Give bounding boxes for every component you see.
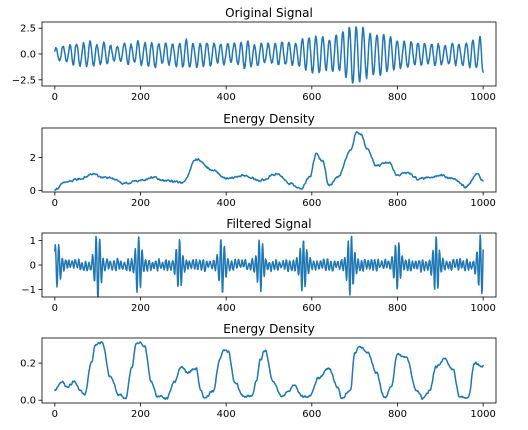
y-tick-label: 0 [30, 261, 36, 272]
x-tick-label: 800 [388, 92, 407, 103]
x-tick-label: 400 [217, 92, 236, 103]
x-tick-label: 600 [302, 92, 321, 103]
subplot-title: Filtered Signal [226, 217, 311, 231]
y-tick-label: −2.5 [12, 75, 36, 86]
subplot-title: Energy Density [223, 112, 314, 126]
y-tick-label: 0.2 [20, 359, 36, 370]
x-tick-label: 0 [52, 198, 58, 209]
series-line [54, 26, 484, 84]
y-tick-label: 1 [30, 236, 36, 247]
y-tick-label: 2 [30, 153, 36, 164]
x-tick-label: 0 [52, 409, 58, 420]
series-line [54, 234, 484, 297]
y-tick-label: 2.5 [20, 24, 36, 35]
subplot-2: Energy Density 0 200 400 600 800 1000 2 0 [30, 112, 497, 209]
subplot-3: Filtered Signal 0 200 400 600 800 1000 1 0 −1 [21, 217, 497, 314]
y-tick-label: −1 [21, 285, 36, 296]
x-tick-label: 200 [131, 409, 150, 420]
subplot-4: Energy Density 0 200 400 600 800 1000 0.2 0.0 [20, 322, 497, 420]
series-line [54, 130, 484, 191]
x-tick-label: 1000 [470, 303, 495, 314]
x-tick-label: 1000 [470, 92, 495, 103]
x-tick-label: 400 [217, 198, 236, 209]
series-line [54, 341, 484, 401]
x-tick-label: 600 [302, 198, 321, 209]
x-tick-label: 800 [388, 198, 407, 209]
subplot-title: Energy Density [223, 322, 314, 336]
x-tick-label: 800 [388, 409, 407, 420]
x-tick-label: 200 [131, 198, 150, 209]
y-tick-label: 0 [30, 186, 36, 197]
x-tick-label: 600 [302, 409, 321, 420]
y-tick-label: 0.0 [20, 396, 36, 407]
axes-frame [41, 127, 497, 193]
x-tick-label: 600 [302, 303, 321, 314]
y-tick-label: 0.0 [20, 50, 36, 61]
axes-frame [41, 21, 497, 87]
subplot-1: Original Signal 0 200 400 600 800 1000 2.5 0.0 −2… [12, 6, 497, 103]
subplot-title: Original Signal [225, 6, 313, 20]
x-tick-label: 200 [131, 92, 150, 103]
axes-frame [41, 337, 497, 404]
x-tick-label: 1000 [470, 198, 495, 209]
x-tick-label: 200 [131, 303, 150, 314]
x-tick-label: 1000 [470, 409, 495, 420]
x-tick-label: 0 [52, 92, 58, 103]
x-tick-label: 400 [217, 303, 236, 314]
x-tick-label: 0 [52, 303, 58, 314]
x-tick-label: 800 [388, 303, 407, 314]
x-tick-label: 400 [217, 409, 236, 420]
